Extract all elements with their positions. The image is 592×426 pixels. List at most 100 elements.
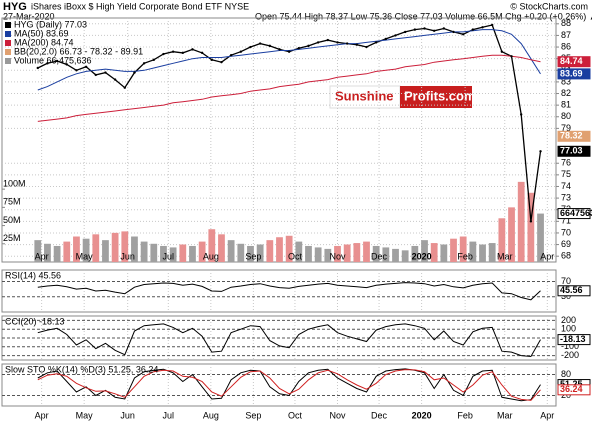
price-point: [355, 43, 359, 46]
legend-text: BB(20,2.0) 66.73 - 78.32 - 89.91: [14, 46, 143, 56]
price-point: [539, 150, 542, 153]
price-point: [123, 86, 126, 89]
y-tick-label: 69: [561, 239, 571, 249]
source: © StockCharts.com: [510, 1, 588, 11]
volume-bar: [392, 248, 399, 262]
moving-average: [37, 54, 541, 122]
price-point: [104, 71, 107, 74]
legend-text: MA(50) 83.69: [14, 28, 69, 38]
x-tick-label: Feb: [457, 251, 473, 261]
volume-bar: [34, 240, 42, 262]
y-tick-label: 68: [561, 251, 571, 261]
price-point: [210, 58, 214, 62]
y-tick-label: 71: [561, 216, 571, 226]
indicator-line: [37, 323, 541, 358]
price-point: [181, 51, 184, 55]
volume-bar: [421, 240, 428, 262]
price-point: [384, 37, 388, 41]
volume-bar: [160, 245, 167, 262]
price-point: [403, 30, 407, 34]
y-tick-label: 100: [561, 324, 576, 334]
x-tick-label: Jul: [163, 251, 175, 261]
volume-bar: [140, 241, 148, 262]
volume-bar: [247, 245, 254, 262]
price-point: [297, 47, 301, 50]
x-tick-label: Oct: [288, 251, 303, 261]
y-tick-label: 82: [561, 88, 571, 98]
value-label: 78.32: [557, 130, 591, 142]
legend-swatch: [5, 58, 11, 64]
price-point: [442, 27, 446, 30]
volume-bar: [343, 244, 351, 262]
price-point: [374, 41, 378, 44]
price-point: [171, 50, 175, 53]
volume-tick-label: 50M: [3, 215, 21, 225]
price-point: [239, 50, 243, 53]
price-point: [249, 45, 252, 49]
price-point: [94, 73, 97, 77]
indicator-title: Slow STO %K(14) %D(3) 51.25, 36.24: [5, 364, 158, 374]
value-label: 77.03: [557, 145, 591, 157]
price-point: [152, 58, 155, 62]
price-point: [268, 44, 272, 48]
price-point: [55, 59, 59, 63]
value-label-text: 45.56: [560, 285, 583, 295]
x-tick-label: Jun: [120, 251, 135, 261]
volume-bar: [498, 218, 506, 262]
x-tick-label: Aug: [203, 251, 219, 261]
panel: [1, 269, 557, 313]
price-point: [529, 220, 533, 223]
subtitle: iShares iBoxx $ High Yield Corporate Bon…: [31, 1, 249, 11]
volume-bar: [237, 243, 245, 262]
y-tick-label: -200: [561, 350, 579, 360]
x-tick-label: Apr: [540, 251, 554, 261]
x-tick-label: Nov: [329, 410, 346, 420]
y-tick-label: -100: [561, 341, 579, 351]
value-label: -18.13: [557, 334, 591, 346]
volume-bar: [218, 234, 225, 262]
x-tick-label: Apr: [35, 410, 49, 420]
volume-bar: [314, 247, 322, 262]
price-point: [133, 71, 136, 74]
x-tick-label: Sep: [245, 410, 261, 420]
legend-text: Volume 66,475,636: [14, 55, 92, 65]
y-tick-label: 80: [561, 111, 571, 121]
volume-tick-label: 25M: [3, 233, 21, 243]
value-label-text: 84.74: [560, 56, 583, 66]
value-label-box: [557, 145, 591, 157]
volume-bar: [150, 243, 158, 262]
indicator-title: CCI(20) -18.13: [5, 316, 65, 326]
quote: Open 75.44 High 78.37 Low 75.36 Close 77…: [255, 11, 592, 21]
value-label-box: [557, 68, 591, 80]
price-point: [345, 42, 349, 45]
y-tick-label: 73: [561, 192, 571, 202]
volume-bar: [266, 240, 274, 262]
volume-bar: [73, 236, 80, 262]
y-tick-label: 70: [561, 227, 571, 237]
volume-bar: [488, 243, 496, 262]
y-tick-label: 88: [561, 18, 571, 28]
volume-bar: [305, 245, 312, 262]
volume-bar: [459, 236, 467, 262]
volume-bar: [527, 192, 535, 262]
indicator-line: [37, 282, 541, 301]
y-tick-label: 80: [561, 369, 571, 379]
price-point: [220, 60, 223, 64]
y-tick-label: 79: [561, 123, 571, 133]
volume-bar: [469, 241, 477, 262]
x-tick-label: Jun: [120, 410, 135, 420]
volume-bar: [285, 235, 293, 262]
x-tick-label: Dec: [371, 410, 388, 420]
value-label-box: [557, 285, 591, 297]
price-point: [365, 45, 368, 49]
volume-bar: [179, 244, 187, 262]
volume-bar: [227, 240, 235, 262]
value-label-box: [557, 130, 591, 142]
value-label-text: 66475636: [560, 208, 592, 218]
value-label-text: -18.13: [560, 334, 586, 344]
volume-bar: [372, 245, 380, 262]
value-label: 36.24: [557, 384, 591, 396]
volume-bar: [53, 245, 61, 262]
price-point: [423, 27, 426, 30]
